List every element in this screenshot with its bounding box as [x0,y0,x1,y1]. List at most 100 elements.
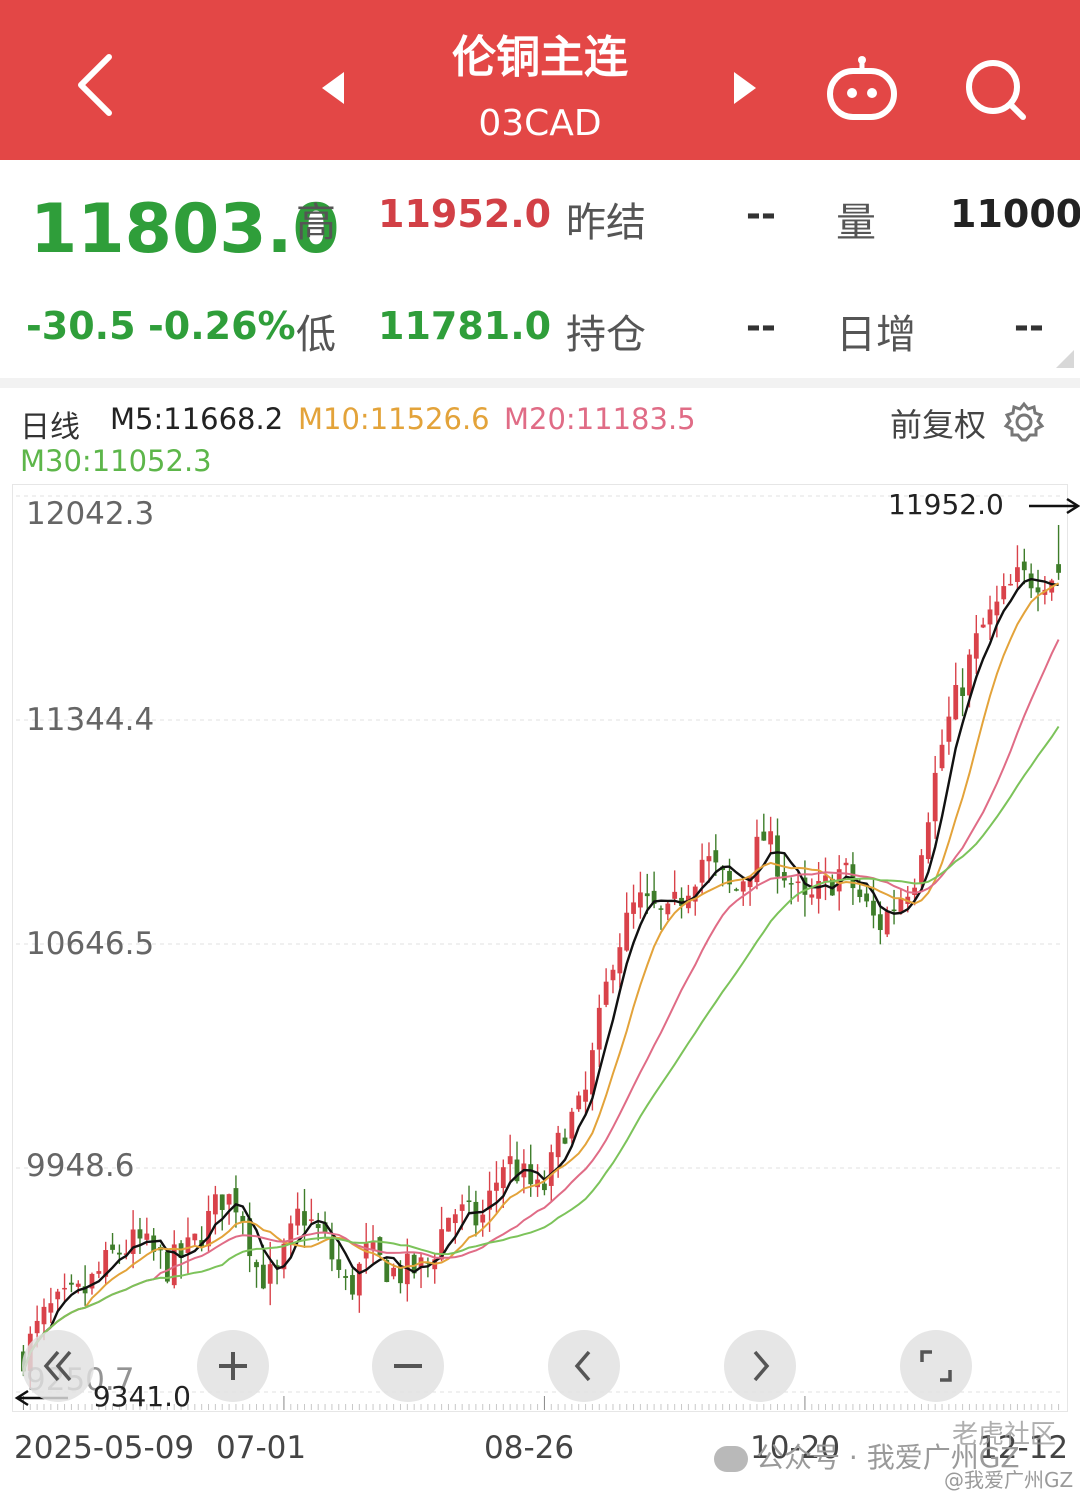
candle-body [212,1194,218,1215]
wechat-icon [714,1446,748,1472]
candle-body [117,1252,122,1255]
candle-body [788,883,794,885]
candle-body [727,870,732,885]
candle-body [665,903,671,915]
candle-body [617,947,623,974]
zoom-out-button[interactable] [372,1330,444,1402]
kline-chart-frame[interactable] [12,484,1068,1412]
community-watermark: 老虎社区 [952,1420,1057,1450]
candle-body [494,1182,499,1191]
candle-body [69,1282,74,1285]
candle-body [823,875,828,882]
candle-body [912,887,918,896]
candle-body [185,1237,191,1253]
price-change-pct: -0.26% [148,304,296,348]
candle-body [1035,587,1041,593]
candle-body [41,1306,47,1325]
next-contract-button[interactable] [722,62,768,114]
candle-body [932,772,938,822]
robot-button[interactable] [822,52,902,124]
candle-body [384,1259,390,1283]
adjust-mode-button[interactable]: 前复权 [890,406,987,444]
prev-settle-value: -- [746,194,776,235]
candle-body [1056,564,1061,573]
zoom-in-icon [219,1352,247,1380]
candle-body [308,1219,314,1221]
candle-body [939,744,945,769]
scroll-right-button[interactable] [724,1330,796,1402]
settings-button[interactable] [1002,400,1046,444]
candle-body [240,1215,246,1222]
candle-body [82,1286,88,1294]
candle-body [192,1233,198,1241]
ma10-value: M10:11526.6 [298,402,490,436]
candle-body [343,1276,349,1278]
candle-body [590,1050,595,1095]
scroll-start-button[interactable] [22,1330,94,1402]
kline-chart[interactable] [12,484,1068,1412]
period-label[interactable]: 日线 [20,410,80,445]
candle-body [466,1200,472,1202]
max-price-label: 11952.0 [888,488,1004,521]
candle-body [302,1211,307,1226]
candle-body [103,1250,109,1277]
candle-body [130,1229,136,1254]
candle-body [699,859,705,883]
daily-inc-label: 日增 [836,312,916,358]
candle-body [1028,573,1034,589]
app-header: 伦铜主连 03CAD [0,0,1080,160]
candle-body [487,1190,492,1210]
candle-body [583,1089,588,1102]
candle-body [1021,561,1027,571]
candle-body [672,891,678,899]
chevron-left-icon [574,1350,591,1382]
x-tick-label: 2025-05-09 [14,1430,195,1466]
zoom-out-icon [394,1364,422,1368]
candle-body [768,831,774,845]
zoom-in-button[interactable] [197,1330,269,1402]
candle-body [631,902,636,914]
back-button[interactable] [60,50,130,120]
candle-body [411,1254,417,1274]
candle-body [843,862,849,866]
candle-body [692,886,698,902]
candle-body [233,1188,239,1213]
candle-body [864,893,870,902]
quote-panel: 11803.0 -30.5 -0.26% 高 11952.0 低 11781.0… [0,160,1080,380]
robot-face-icon [827,56,897,120]
candle-body [624,912,630,951]
candle-body [754,836,760,883]
candle-body [247,1218,253,1257]
candle-body [576,1095,582,1110]
candle-body [377,1237,383,1255]
max-price-marker: 11952.0 [888,488,1080,521]
fullscreen-button[interactable] [900,1330,972,1402]
high-label: 高 [296,200,336,246]
candle-body [1008,583,1013,586]
scroll-left-button[interactable] [548,1330,620,1402]
search-button[interactable] [958,54,1034,126]
contract-code: 03CAD [478,103,602,144]
high-value: 11952.0 [378,192,552,236]
candle-body [542,1183,547,1191]
ma10-line [22,582,1060,1372]
candle-body [89,1273,95,1289]
candle-body [62,1287,67,1290]
candle-body [514,1159,520,1182]
chevron-right-icon [753,1350,770,1382]
triangle-left-icon [322,72,344,104]
candle-body [295,1208,301,1226]
low-value: 11781.0 [378,304,552,348]
candle-body [110,1244,115,1250]
ma20-line [22,639,1060,1372]
candle-body [857,889,863,898]
candle-body [1001,586,1007,600]
prev-settle-label: 昨结 [566,200,646,246]
expand-corner-icon[interactable] [1056,350,1074,368]
candle-body [994,601,1000,616]
open-interest-value: -- [746,306,776,347]
y-tick-label: 12042.3 [26,496,155,532]
candle-body [816,881,822,899]
prev-contract-button[interactable] [310,62,356,114]
price-change: -30.5 [26,304,136,348]
